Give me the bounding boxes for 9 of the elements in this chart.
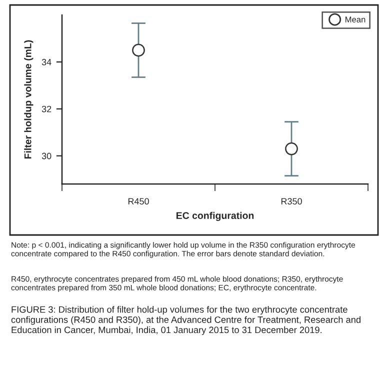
y-tick-label: 34 bbox=[42, 58, 52, 66]
x-tick-label: R450 bbox=[128, 198, 149, 205]
x-axis-title: EC configuration bbox=[176, 212, 254, 221]
y-tick-label: 30 bbox=[42, 152, 52, 160]
y-tick-label: 32 bbox=[42, 106, 52, 112]
x-tick-label: R350 bbox=[281, 198, 302, 205]
y-axis-title: Filter holdup volume (mL) bbox=[24, 40, 34, 159]
legend-label: Mean bbox=[346, 16, 366, 22]
caption: FIGURE 3: Distribution of filter hold-up volumes for the two erythrocyte concentrate configurations (R450 and R350), at the Advanced Centre for Treatment, Research and Education in Cancer, Mumbai, India, 01 January 2015 to 31 December 2019. bbox=[11, 306, 360, 335]
